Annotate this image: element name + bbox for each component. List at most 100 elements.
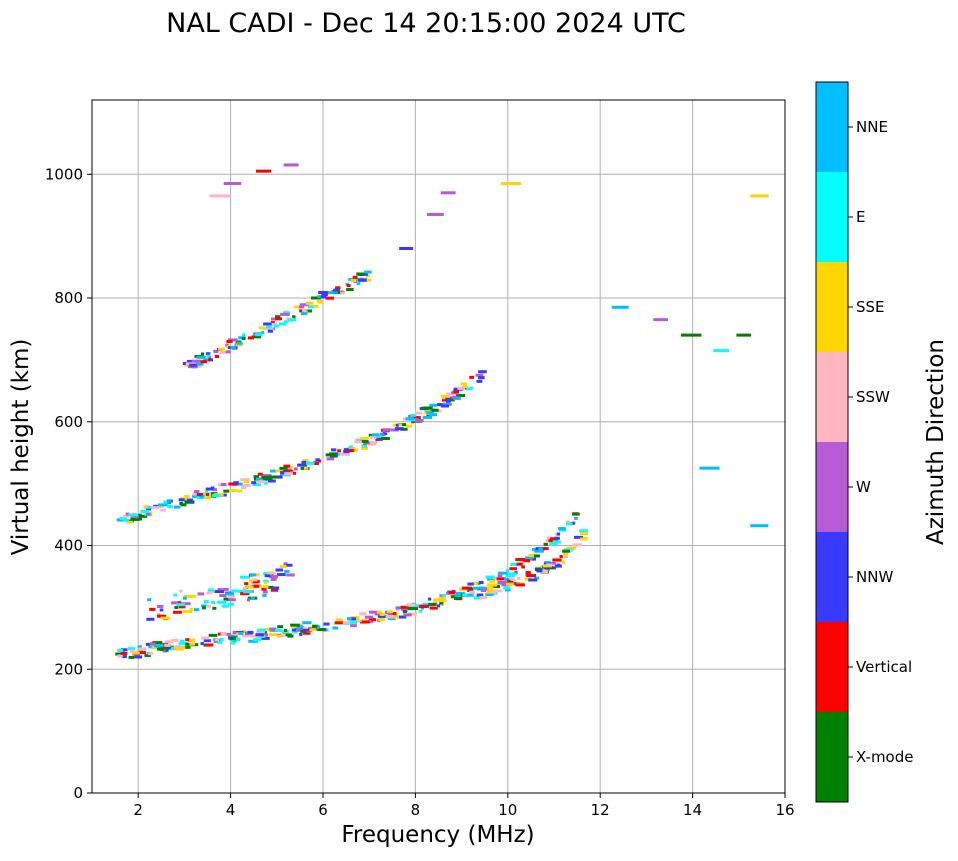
echo-point bbox=[212, 488, 218, 492]
echo-point bbox=[192, 494, 200, 498]
echo-point bbox=[230, 641, 236, 645]
echo-point bbox=[149, 506, 160, 510]
echo-point bbox=[144, 505, 152, 509]
echo-point bbox=[257, 472, 263, 476]
echo-point bbox=[334, 621, 343, 625]
echo-point bbox=[261, 636, 270, 640]
echo-point bbox=[467, 582, 474, 586]
echo-point bbox=[491, 585, 500, 589]
echo-point bbox=[117, 654, 123, 658]
echo-point bbox=[360, 439, 369, 443]
echo-point bbox=[400, 427, 408, 431]
echo-point bbox=[215, 638, 220, 642]
echo-point bbox=[270, 322, 278, 326]
echo-point bbox=[140, 651, 146, 655]
colorbar-tick-label: W bbox=[856, 478, 871, 496]
echo-point bbox=[526, 574, 537, 578]
echo-point bbox=[177, 601, 182, 605]
echo-point bbox=[149, 642, 156, 646]
echo-point bbox=[487, 583, 497, 587]
echo-point bbox=[200, 495, 205, 499]
echo-point bbox=[204, 496, 212, 500]
echo-point bbox=[235, 343, 243, 347]
echo-point bbox=[302, 631, 311, 635]
echo-point bbox=[493, 589, 503, 593]
echo-point bbox=[251, 335, 262, 339]
echo-point bbox=[128, 513, 138, 517]
echo-point bbox=[316, 299, 322, 303]
echo-point bbox=[398, 423, 402, 427]
echo-point bbox=[228, 594, 235, 598]
echo-point bbox=[165, 648, 169, 652]
echo-point bbox=[156, 614, 167, 618]
echo-point bbox=[174, 645, 183, 649]
echo-point bbox=[283, 562, 288, 566]
colorbar-tick-label: E bbox=[856, 208, 865, 226]
echo-point bbox=[422, 603, 432, 607]
colorbar-frame bbox=[815, 81, 849, 803]
echo-point bbox=[227, 602, 235, 606]
echo-point bbox=[217, 640, 222, 644]
echo-point bbox=[335, 286, 341, 290]
echo-point bbox=[267, 475, 277, 479]
echo-point bbox=[143, 505, 148, 509]
echo-point bbox=[574, 516, 578, 520]
echo-point bbox=[445, 397, 452, 401]
echo-point bbox=[207, 354, 211, 358]
echo-point bbox=[350, 624, 357, 628]
echo-point bbox=[163, 500, 170, 504]
echo-point bbox=[261, 475, 271, 479]
echo-point bbox=[333, 288, 339, 292]
echo-point bbox=[152, 641, 163, 645]
echo-point bbox=[123, 518, 129, 522]
echo-point bbox=[261, 587, 267, 591]
echo-point bbox=[146, 617, 155, 621]
echo-point bbox=[486, 590, 491, 594]
echo-point bbox=[446, 392, 452, 396]
echo-point bbox=[321, 293, 328, 297]
echo-point bbox=[317, 625, 321, 629]
colorbar-segment bbox=[816, 262, 848, 352]
echo-point bbox=[179, 589, 183, 593]
echo-point bbox=[497, 574, 503, 578]
echo-point bbox=[487, 577, 493, 581]
echo-point bbox=[302, 628, 312, 632]
echo-point bbox=[395, 606, 405, 610]
echo-point bbox=[214, 354, 220, 358]
echo-point bbox=[173, 505, 181, 509]
echo-point bbox=[203, 639, 211, 643]
echo-point bbox=[543, 542, 548, 546]
echo-point bbox=[531, 548, 539, 552]
echo-point bbox=[250, 596, 255, 600]
echo-point bbox=[302, 309, 307, 313]
echo-point bbox=[239, 575, 250, 579]
echo-point bbox=[359, 436, 369, 440]
echo-point bbox=[213, 639, 221, 643]
echo-point bbox=[211, 600, 216, 604]
echo-point bbox=[147, 598, 152, 602]
echo-point bbox=[445, 399, 451, 403]
echo-point bbox=[180, 503, 187, 507]
colorbar-tick-label: SSE bbox=[856, 298, 885, 316]
echo-point bbox=[237, 489, 242, 493]
echo-point bbox=[561, 561, 566, 565]
echo-point bbox=[280, 633, 286, 637]
echo-point bbox=[580, 537, 588, 541]
echo-point bbox=[232, 630, 237, 634]
echo-point bbox=[521, 565, 526, 569]
echo-point bbox=[450, 398, 455, 402]
echo-point bbox=[298, 632, 303, 636]
echo-point bbox=[196, 355, 206, 359]
echo-point bbox=[533, 576, 540, 580]
echo-point bbox=[475, 373, 484, 377]
echo-point bbox=[489, 579, 496, 583]
echo-point bbox=[128, 647, 136, 651]
echo-point bbox=[465, 593, 474, 597]
echo-point bbox=[241, 337, 246, 341]
echo-point bbox=[374, 435, 381, 439]
echo-point bbox=[225, 350, 231, 354]
echo-point bbox=[562, 549, 571, 553]
echo-point bbox=[145, 507, 152, 511]
echo-point bbox=[183, 594, 193, 598]
echo-point bbox=[440, 394, 451, 398]
